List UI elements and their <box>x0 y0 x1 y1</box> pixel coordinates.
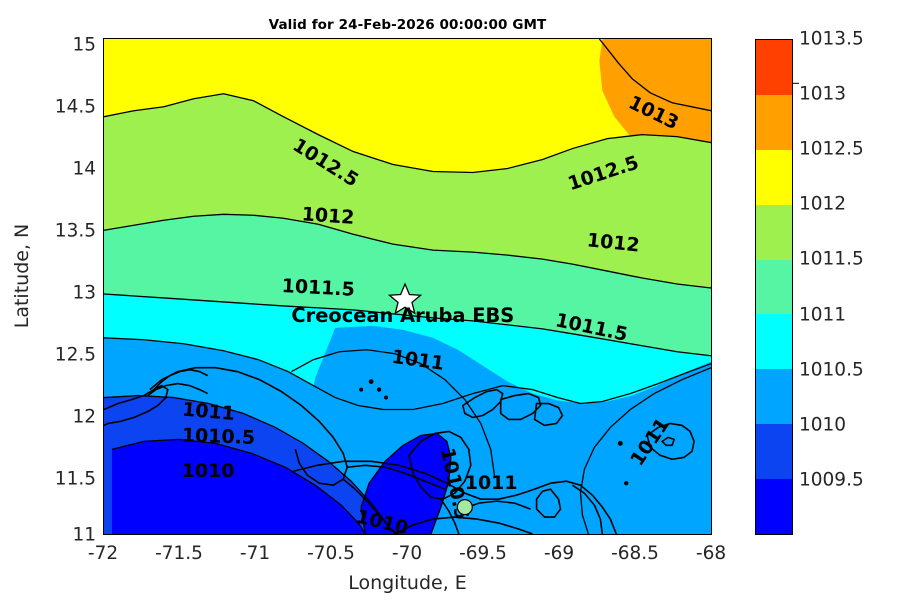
band-1012.5-1013 <box>599 39 711 164</box>
x-tick-label: -71 <box>239 543 271 564</box>
x-tick-label: -68.5 <box>611 543 659 564</box>
y-tick-label: 13 <box>72 282 96 304</box>
contour-label: 1010.5 <box>182 424 256 449</box>
colorbar-tick-label: 1011.5 <box>799 248 864 270</box>
x-axis-ticks: -72 -71.5 -71 -70.5 -70 -69.5 -69 -68.5 … <box>0 543 900 573</box>
contour-label: 1011 <box>465 472 518 494</box>
contour-label: 1011.5 <box>281 275 355 301</box>
x-tick-label: -70 <box>391 543 423 564</box>
contour-label: 1011 <box>181 399 235 425</box>
contour-plot-axes[interactable]: 1013 1012.5 1012.5 1012 1012 1011.5 1011… <box>103 38 712 535</box>
site-circle-marker[interactable] <box>456 499 473 516</box>
page-title: Valid for 24-Feb-2026 00:00:00 GMT <box>268 17 547 33</box>
contour-label: 1012 <box>586 229 641 256</box>
colorbar[interactable] <box>755 39 793 535</box>
colorbar-band <box>756 479 792 534</box>
colorbar-tick-label: 1010.5 <box>799 359 864 381</box>
colorbar-tick-label: 1009.5 <box>799 469 864 491</box>
x-tick-label: -68 <box>695 543 727 564</box>
colorbar-band <box>756 149 792 205</box>
colorbar-band <box>756 40 792 95</box>
x-tick-label: -70.5 <box>307 543 355 564</box>
colorbar-tick-label: 1012.5 <box>799 138 864 160</box>
colorbar-tick-label: 1011 <box>799 304 847 326</box>
station-label: Creocean Aruba EBS <box>291 304 514 327</box>
colorbar-band <box>756 259 792 315</box>
contour-label: 1012 <box>301 203 355 229</box>
y-tick-label: 12.5 <box>54 344 96 366</box>
y-axis-label: Latitude, N <box>11 223 33 329</box>
x-tick-label: -71.5 <box>155 543 203 564</box>
x-axis-label: Longitude, E <box>348 572 467 594</box>
x-tick-label: -69.5 <box>459 543 507 564</box>
station-star-icon[interactable] <box>387 282 423 315</box>
band-1011-1011.5 <box>104 214 711 356</box>
contour-label: 1010 <box>182 460 235 482</box>
x-tick-label: -69 <box>543 543 575 564</box>
colorbar-band <box>756 94 792 150</box>
y-tick-label: 15 <box>72 34 96 56</box>
colorbar-tick-label: 1010 <box>799 414 847 436</box>
band-1010-1010.5-right <box>580 367 711 534</box>
colorbar-tick-label: 1013 <box>793 82 846 105</box>
colorbar-tick-label: 1012 <box>799 193 847 215</box>
y-tick-label: 11 <box>72 524 96 546</box>
x-tick-label: -72 <box>87 543 119 564</box>
colorbar-band <box>756 314 792 370</box>
band-1011.5-1012 <box>104 93 711 288</box>
y-tick-label: 14 <box>72 158 96 180</box>
colorbar-ticks: 1013.5 1013 1012.5 1012 1011.5 1011 1010… <box>793 29 895 535</box>
marker-group[interactable] <box>387 282 473 516</box>
y-tick-label: 12 <box>72 406 96 428</box>
colorbar-band <box>756 369 792 425</box>
coastline <box>104 366 695 534</box>
y-tick-label: 11.5 <box>54 468 96 490</box>
band-below-1009.5 <box>111 439 366 534</box>
y-tick-label: 14.5 <box>54 96 96 118</box>
contour-lines <box>104 39 711 534</box>
y-axis-ticks: 15 14.5 14 13.5 13 12.5 12 11.5 11 <box>0 0 96 600</box>
band-blue-tongue <box>361 433 451 534</box>
colorbar-band <box>756 204 792 260</box>
colorbar-tick-label: 1013.5 <box>799 28 864 50</box>
y-tick-label: 13.5 <box>54 220 96 242</box>
contour-canvas: 1013 1012.5 1012.5 1012 1012 1011.5 1011… <box>104 39 711 534</box>
colorbar-band <box>756 424 792 479</box>
